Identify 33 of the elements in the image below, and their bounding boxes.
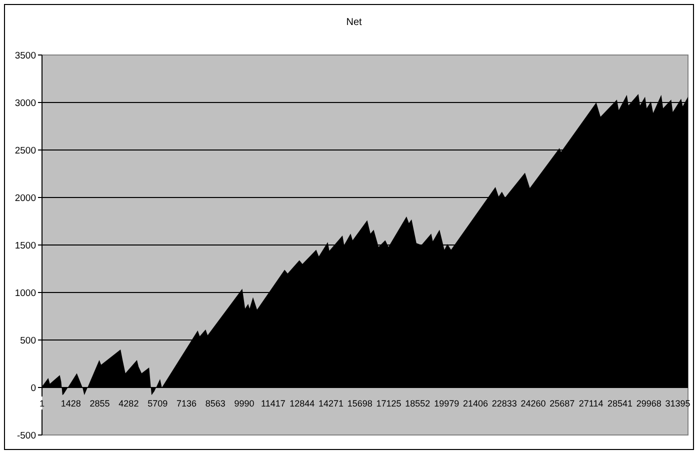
y-tick-label: 3500	[14, 50, 36, 62]
x-tick-label: 15698	[347, 398, 372, 408]
x-tick-label: 21406	[462, 398, 488, 408]
x-tick-label: 1428	[60, 398, 81, 408]
x-tick-label: 31395	[665, 398, 690, 408]
x-tick-label: 24260	[520, 398, 546, 408]
x-tick-label: 11417	[261, 398, 286, 408]
x-tick-label: 19979	[434, 398, 460, 408]
x-tick-label: 29968	[636, 398, 662, 408]
x-tick-label: 7136	[176, 398, 197, 408]
x-tick-label: 27114	[578, 398, 604, 408]
y-tick-label: 2500	[14, 145, 36, 156]
y-tick-label: 3000	[14, 98, 36, 109]
x-tick-label: 5709	[148, 398, 168, 408]
x-tick-label: 8563	[205, 398, 226, 408]
x-tick-label: 22833	[492, 398, 517, 408]
y-tick-label: 0	[30, 382, 36, 394]
x-tick-label: 2855	[90, 398, 110, 408]
x-tick-label: 1	[39, 398, 45, 408]
x-tick-label: 14271	[318, 398, 344, 408]
x-tick-label: 25687	[550, 398, 575, 408]
y-tick-label: 1000	[14, 288, 36, 299]
x-tick-label: 4282	[118, 398, 139, 408]
x-tick-label: 9990	[234, 398, 254, 408]
y-tick-label: 500	[20, 335, 36, 346]
y-tick-label: -500	[16, 430, 36, 442]
y-tick-label: 2000	[14, 192, 36, 204]
x-tick-label: 12844	[290, 398, 315, 408]
x-tick-label: 28541	[607, 398, 632, 408]
x-tick-label: 17125	[376, 398, 402, 408]
chart-title: Net	[346, 17, 362, 28]
x-tick-label: 18552	[405, 398, 430, 408]
y-tick-label: 1500	[14, 240, 36, 252]
